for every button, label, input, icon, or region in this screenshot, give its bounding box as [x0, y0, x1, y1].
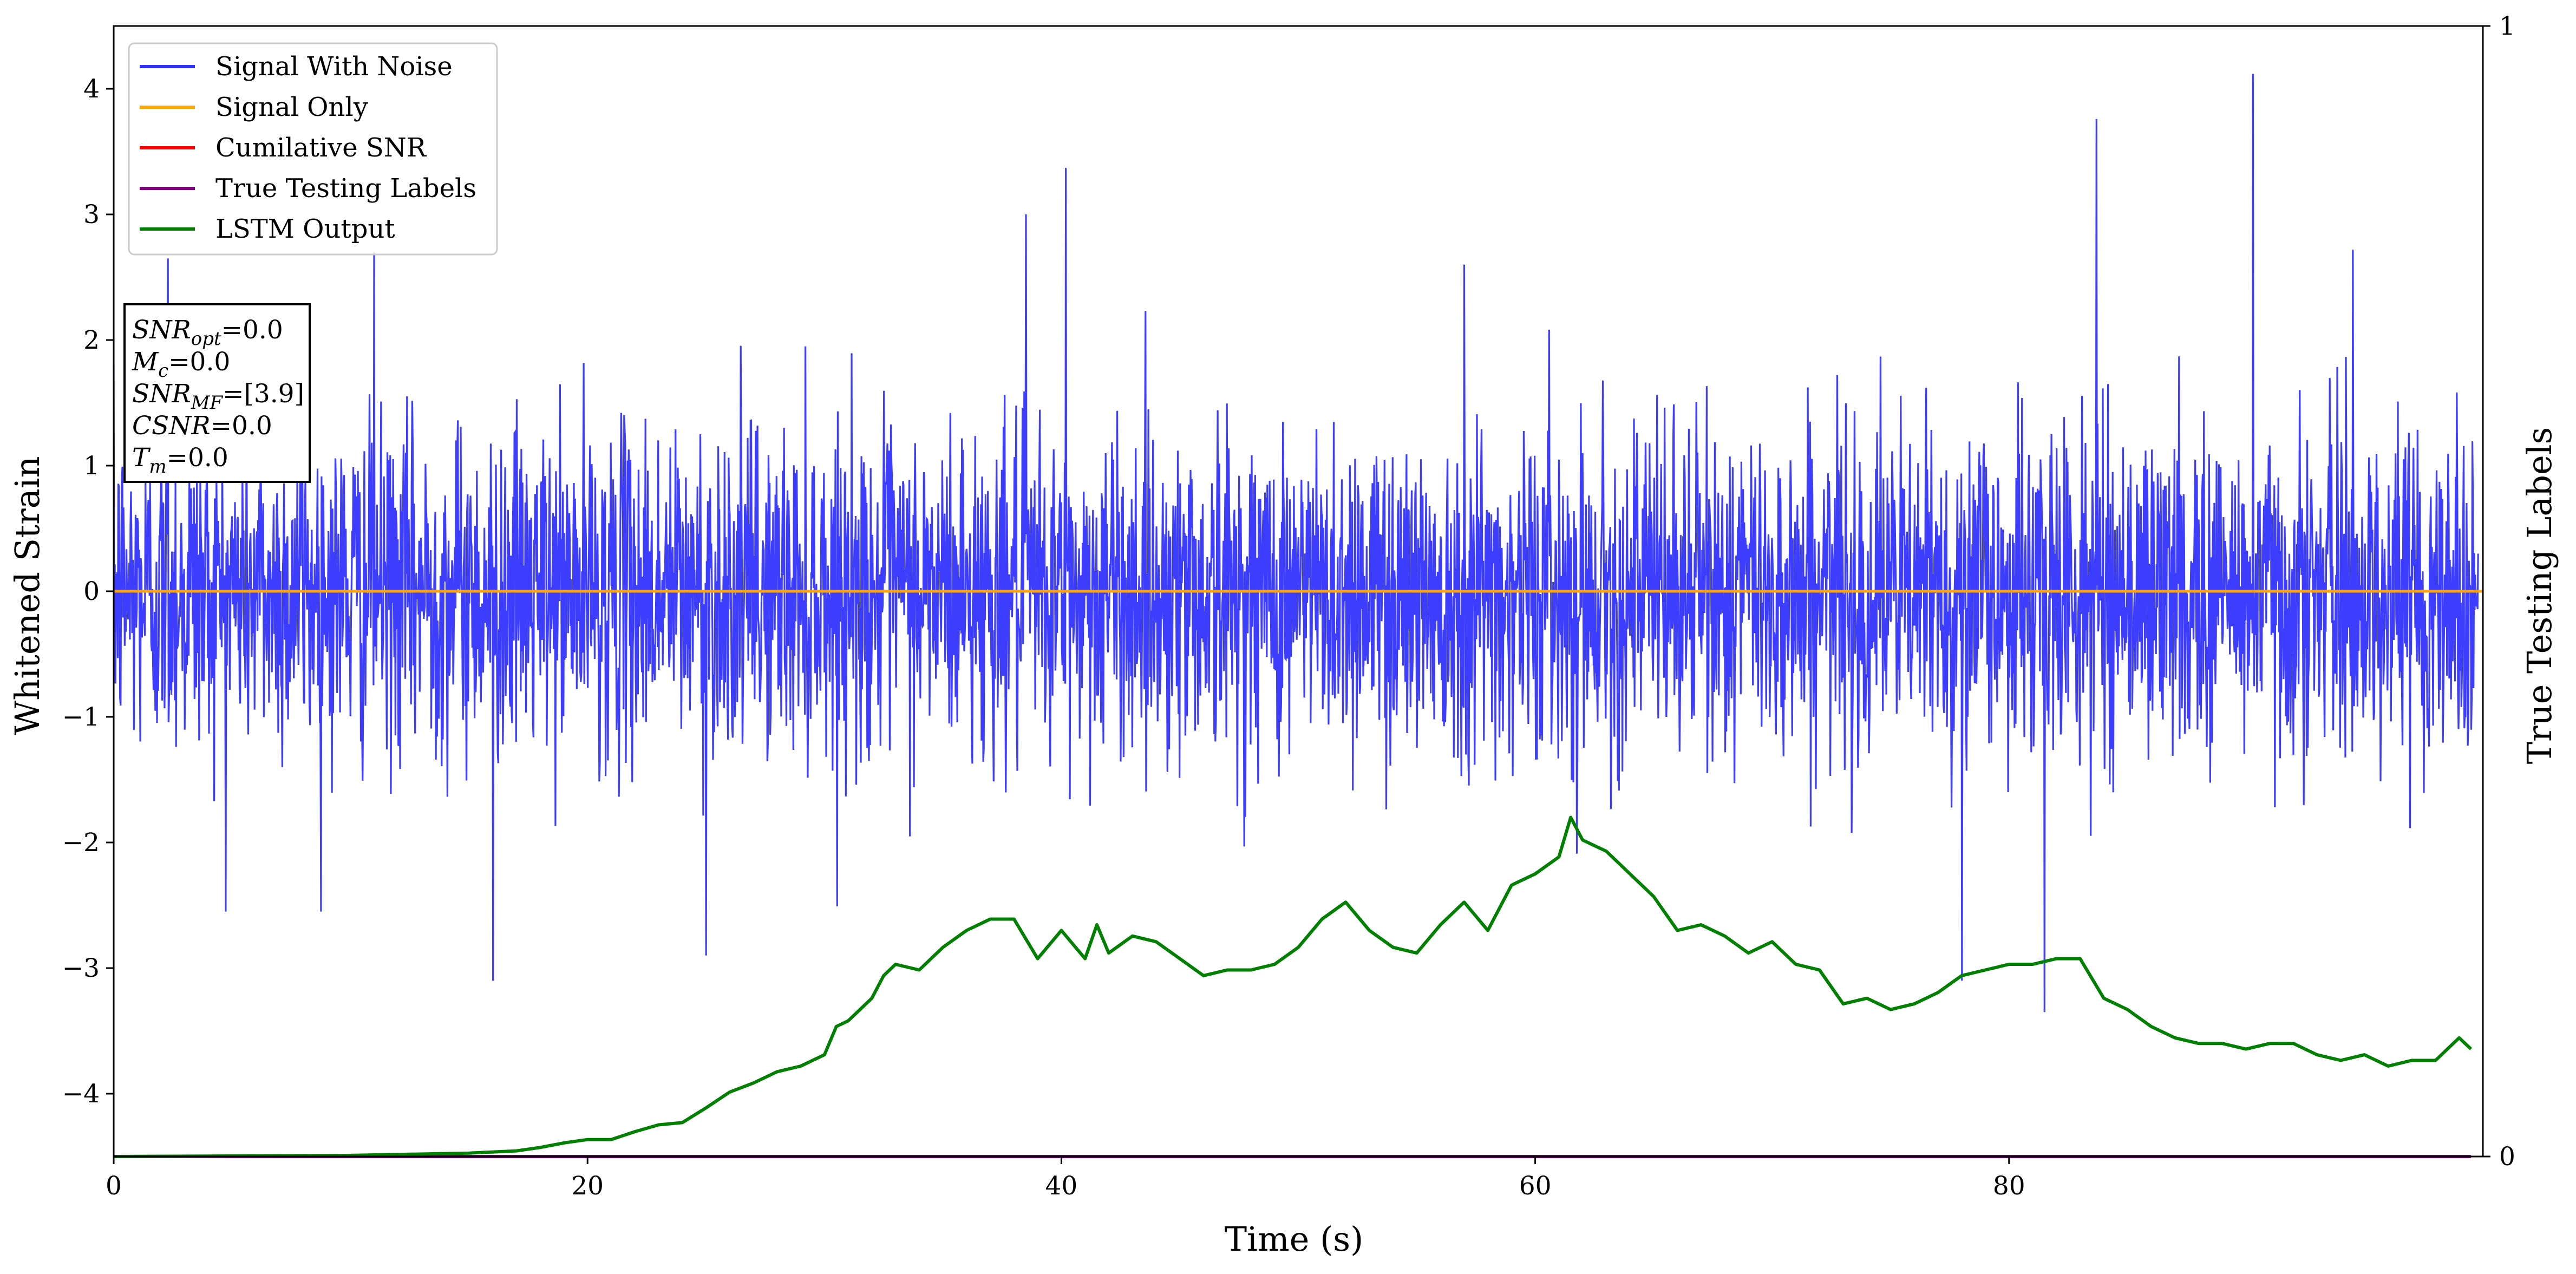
- x-axis: 0 20 40 60 80: [106, 1157, 2025, 1201]
- y-axis-label: Whitened Strain: [8, 456, 47, 735]
- annotation-line: CSNR=0.0: [132, 411, 272, 441]
- legend-entry-label: True Testing Labels: [215, 173, 476, 204]
- y-tick-label: 2: [83, 325, 100, 355]
- annotation-frame: [123, 303, 311, 483]
- annotation-line: SNRMF=[3.9]: [132, 379, 304, 414]
- parameter-annotation-box: SNRopt=0.0Mc=0.0SNRMF=[3.9]CSNR=0.0Tm=0.…: [123, 303, 311, 483]
- x-tick-label: 20: [571, 1171, 604, 1201]
- legend-entry-label: Cumilative SNR: [215, 133, 427, 163]
- y-axis-left: −4 −3 −2 −1 0 1 2 3 4: [62, 74, 114, 1109]
- y-tick-label: 0: [83, 577, 100, 606]
- annotation-line: SNRopt=0.0: [132, 315, 283, 350]
- y-tick-label: 1: [83, 451, 100, 481]
- legend: Signal With Noise Signal Only Cumilative S…: [128, 42, 498, 256]
- series-signal-with-noise: [113, 74, 2479, 1012]
- legend-entry-label: LSTM Output: [215, 214, 395, 244]
- y-tick-label: −1: [62, 702, 100, 732]
- legend-box: [128, 42, 498, 256]
- x-tick-label: 0: [106, 1171, 122, 1201]
- y-tick-label: −3: [62, 953, 100, 983]
- x-tick-label: 80: [1993, 1171, 2025, 1201]
- y2-tick-label: 0: [2499, 1142, 2515, 1172]
- x-tick-label: 40: [1045, 1171, 1077, 1201]
- y2-axis-label: True Testing Labels: [2520, 427, 2559, 765]
- y-tick-label: −4: [62, 1079, 100, 1109]
- x-tick-label: 60: [1519, 1171, 1552, 1201]
- annotation-line: Mc=0.0: [132, 347, 230, 382]
- y2-tick-label: 1: [2499, 11, 2515, 41]
- legend-entry-label: Signal Only: [215, 92, 368, 122]
- lstm-output-line: [113, 815, 2473, 1158]
- y-tick-label: 3: [83, 200, 100, 230]
- annotation-line: Tm=0.0: [132, 443, 228, 478]
- x-axis-label: Time (s): [1225, 1219, 1364, 1259]
- y-tick-label: 4: [83, 74, 100, 104]
- y-tick-label: −2: [62, 828, 100, 858]
- legend-entry-label: Signal With Noise: [215, 51, 453, 82]
- signal-with-noise-line: [113, 74, 2479, 1012]
- y-axis-right: 01: [2483, 11, 2515, 1172]
